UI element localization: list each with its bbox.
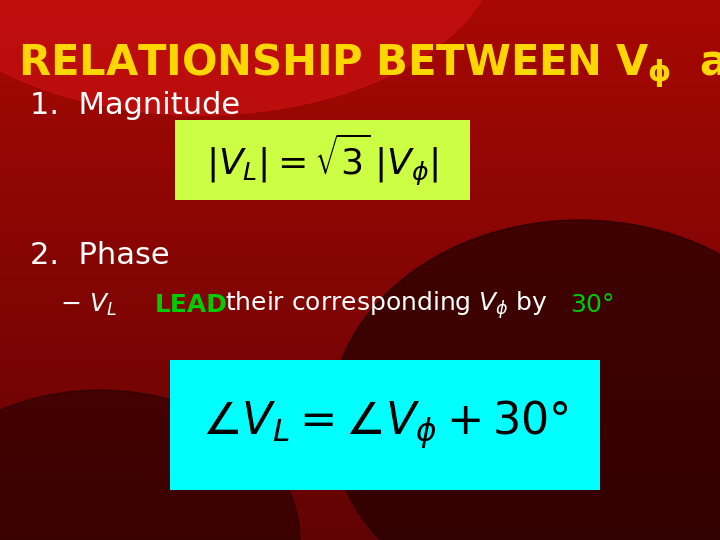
- Bar: [0, 20, 720, 27]
- Bar: [0, 176, 720, 183]
- Bar: [0, 411, 720, 418]
- Text: their corresponding $V_{\phi}$ by: their corresponding $V_{\phi}$ by: [225, 289, 548, 321]
- Bar: [0, 372, 720, 378]
- Bar: [0, 486, 720, 492]
- Bar: [0, 284, 720, 291]
- Bar: [0, 351, 720, 357]
- Bar: [0, 500, 720, 507]
- Bar: [170, 360, 600, 490]
- Bar: [0, 513, 720, 519]
- Text: $30°$: $30°$: [570, 293, 614, 317]
- Bar: [0, 168, 720, 176]
- Bar: [0, 74, 720, 81]
- Bar: [0, 243, 720, 249]
- Bar: [0, 249, 720, 256]
- Bar: [0, 60, 720, 68]
- Bar: [0, 263, 720, 270]
- Bar: [0, 162, 720, 168]
- Bar: [0, 364, 720, 372]
- Bar: [0, 141, 720, 149]
- Bar: [0, 33, 720, 40]
- Bar: [0, 54, 720, 60]
- Bar: [0, 183, 720, 189]
- Bar: [0, 357, 720, 364]
- Bar: [0, 148, 720, 156]
- Bar: [0, 519, 720, 526]
- Bar: [0, 230, 720, 237]
- Bar: [0, 47, 720, 54]
- Bar: [0, 472, 720, 480]
- Bar: [0, 480, 720, 486]
- Text: 1.  Magnitude: 1. Magnitude: [30, 91, 240, 119]
- Bar: [0, 446, 720, 453]
- Text: $\bf{RELATIONSHIP\ BETWEEN\ V_{\phi}\ \ and\ V_{L}}$: $\bf{RELATIONSHIP\ BETWEEN\ V_{\phi}\ \ …: [18, 40, 720, 90]
- Bar: [0, 222, 720, 230]
- Bar: [0, 209, 720, 216]
- Bar: [0, 94, 720, 102]
- Bar: [0, 108, 720, 115]
- Bar: [0, 418, 720, 426]
- Bar: [0, 27, 720, 33]
- Bar: [0, 459, 720, 465]
- Bar: [0, 317, 720, 324]
- Bar: [0, 324, 720, 330]
- Bar: [0, 465, 720, 472]
- Bar: [0, 68, 720, 74]
- Bar: [0, 426, 720, 432]
- Bar: [0, 256, 720, 263]
- Bar: [0, 128, 720, 135]
- Bar: [0, 534, 720, 540]
- Bar: [0, 378, 720, 384]
- Bar: [0, 0, 720, 6]
- Bar: [0, 345, 720, 351]
- Bar: [0, 87, 720, 94]
- Bar: [0, 297, 720, 303]
- Text: 2.  Phase: 2. Phase: [30, 240, 170, 269]
- Bar: [0, 303, 720, 310]
- Bar: [0, 216, 720, 222]
- Bar: [0, 14, 720, 20]
- Text: $\angle V_L = \angle V_{\phi} + 30°$: $\angle V_L = \angle V_{\phi} + 30°$: [202, 399, 568, 451]
- Bar: [0, 270, 720, 276]
- Ellipse shape: [0, 0, 500, 115]
- Bar: [0, 392, 720, 399]
- Bar: [0, 102, 720, 108]
- Bar: [0, 81, 720, 87]
- Ellipse shape: [330, 220, 720, 540]
- Text: $|V_L| = \sqrt{3}\,|V_{\phi}|$: $|V_L| = \sqrt{3}\,|V_{\phi}|$: [207, 132, 438, 188]
- Bar: [0, 135, 720, 141]
- Bar: [0, 189, 720, 195]
- Bar: [0, 432, 720, 438]
- Bar: [0, 291, 720, 297]
- Bar: [0, 438, 720, 445]
- Bar: [0, 384, 720, 391]
- Bar: [0, 310, 720, 317]
- Bar: [0, 115, 720, 122]
- Bar: [0, 237, 720, 243]
- Bar: [0, 405, 720, 411]
- Bar: [0, 526, 720, 534]
- Text: LEAD: LEAD: [155, 293, 228, 317]
- Bar: [0, 399, 720, 405]
- Ellipse shape: [0, 390, 300, 540]
- Bar: [0, 202, 720, 209]
- Bar: [0, 156, 720, 162]
- Bar: [0, 122, 720, 128]
- Bar: [0, 507, 720, 513]
- Bar: [0, 6, 720, 14]
- Bar: [175, 120, 470, 200]
- Bar: [0, 338, 720, 345]
- Bar: [0, 492, 720, 500]
- Bar: [0, 195, 720, 202]
- Text: $-\ V_L$: $-\ V_L$: [60, 292, 117, 318]
- Bar: [0, 330, 720, 338]
- Bar: [0, 40, 720, 47]
- Bar: [0, 453, 720, 459]
- Bar: [0, 276, 720, 284]
